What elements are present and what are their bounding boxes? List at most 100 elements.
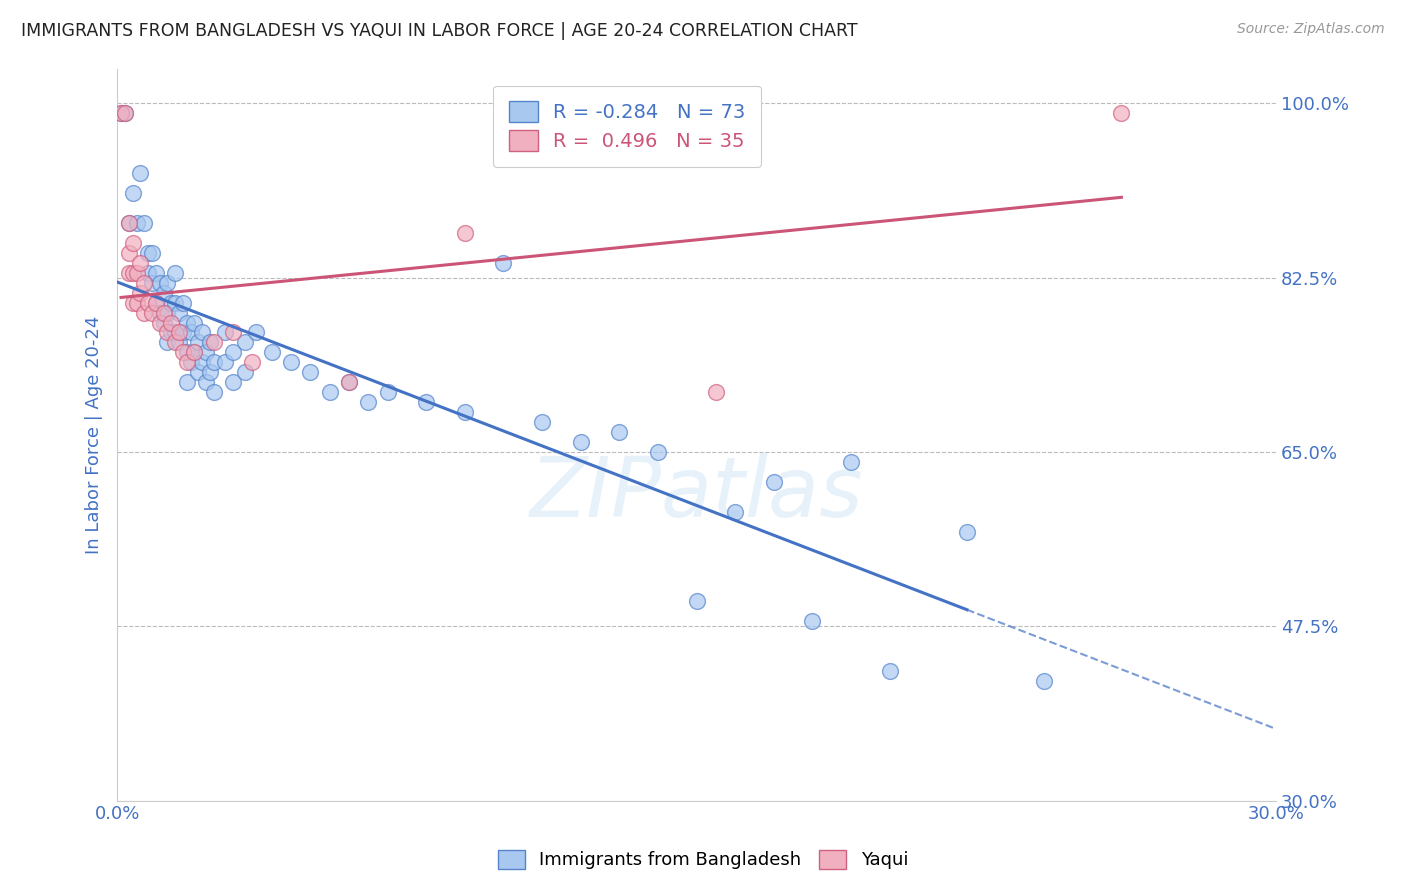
Point (647, 445, 669, 459)
Point (299, 365, 322, 379)
Point (167, 326, 190, 340)
Point (156, 335, 179, 350)
Point (1033, 674, 1056, 689)
Point (129, 285, 152, 300)
Point (160, 295, 183, 310)
Point (222, 326, 245, 340)
Point (176, 376, 198, 390)
Point (136, 245, 159, 260)
Point (531, 415, 554, 429)
Point (172, 295, 194, 310)
Point (165, 295, 187, 310)
Point (202, 385, 225, 400)
Point (121, 295, 143, 310)
Point (214, 355, 236, 369)
Point (337, 376, 360, 390)
Point (454, 226, 477, 240)
Point (110, 106, 132, 120)
Legend: R = -0.284   N = 73, R =  0.496   N = 35: R = -0.284 N = 73, R = 0.496 N = 35 (494, 86, 761, 167)
Point (176, 345, 198, 359)
Point (141, 276, 163, 290)
Point (569, 106, 592, 120)
Point (134, 305, 156, 319)
Point (136, 295, 159, 310)
Point (180, 355, 202, 369)
Point (198, 335, 221, 350)
Point (118, 245, 141, 260)
Point (187, 365, 209, 379)
Point (195, 345, 218, 359)
Y-axis label: In Labor Force | Age 20-24: In Labor Force | Age 20-24 (86, 316, 103, 554)
Point (145, 295, 167, 310)
Point (156, 305, 179, 319)
Text: IMMIGRANTS FROM BANGLADESH VS YAQUI IN LABOR FORCE | AGE 20-24 CORRELATION CHART: IMMIGRANTS FROM BANGLADESH VS YAQUI IN L… (21, 22, 858, 40)
Point (167, 305, 190, 319)
Point (172, 345, 194, 359)
Point (156, 326, 179, 340)
Point (685, 594, 707, 608)
Point (125, 295, 148, 310)
Point (134, 276, 156, 290)
Point (183, 345, 205, 359)
Point (141, 245, 163, 260)
Point (195, 376, 218, 390)
Point (176, 316, 198, 330)
Point (149, 305, 172, 319)
Point (167, 335, 190, 350)
Point (121, 235, 143, 250)
Point (956, 524, 979, 539)
Point (187, 335, 209, 350)
Point (191, 326, 214, 340)
Point (152, 316, 174, 330)
Point (214, 326, 236, 340)
Point (141, 305, 163, 319)
Legend: Immigrants from Bangladesh, Yaqui: Immigrants from Bangladesh, Yaqui (489, 841, 917, 879)
Point (114, 106, 136, 120)
Point (149, 316, 172, 330)
Point (318, 385, 340, 400)
Point (415, 395, 437, 409)
Point (110, 106, 132, 120)
Point (152, 305, 174, 319)
Point (198, 365, 221, 379)
Point (724, 505, 747, 519)
Point (118, 216, 141, 230)
Point (176, 355, 198, 369)
Point (156, 276, 179, 290)
Point (160, 326, 183, 340)
Point (337, 376, 360, 390)
Point (245, 326, 267, 340)
Point (172, 326, 194, 340)
Point (202, 355, 225, 369)
Point (121, 266, 143, 280)
Point (280, 355, 302, 369)
Point (454, 405, 477, 419)
Point (801, 615, 824, 629)
Text: ZIPatlas: ZIPatlas (530, 452, 863, 533)
Point (569, 435, 592, 450)
Point (183, 345, 205, 359)
Point (607, 425, 630, 439)
Point (222, 345, 245, 359)
Point (165, 326, 187, 340)
Point (114, 106, 136, 120)
Point (242, 355, 264, 369)
Point (377, 385, 399, 400)
Point (222, 376, 245, 390)
Point (260, 345, 283, 359)
Point (125, 216, 148, 230)
Point (129, 256, 152, 270)
Point (118, 216, 141, 230)
Point (202, 335, 225, 350)
Point (180, 326, 202, 340)
Point (1111, 106, 1133, 120)
Point (357, 395, 380, 409)
Point (165, 335, 187, 350)
Point (704, 385, 727, 400)
Point (762, 475, 785, 489)
Text: Source: ZipAtlas.com: Source: ZipAtlas.com (1237, 22, 1385, 37)
Point (145, 295, 167, 310)
Point (183, 316, 205, 330)
Point (160, 316, 183, 330)
Point (233, 365, 256, 379)
